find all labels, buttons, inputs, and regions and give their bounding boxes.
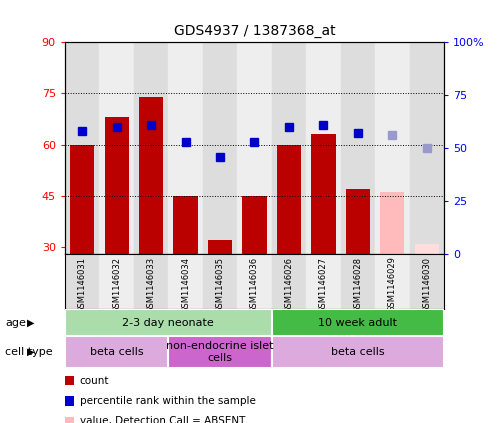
Bar <box>410 42 444 254</box>
Bar <box>341 254 375 309</box>
Text: 10 week adult: 10 week adult <box>318 318 397 327</box>
Bar <box>341 42 375 254</box>
Bar <box>99 254 134 309</box>
Text: cell type: cell type <box>5 347 52 357</box>
Text: GSM1146035: GSM1146035 <box>216 256 225 313</box>
Bar <box>306 42 341 254</box>
Text: value, Detection Call = ABSENT: value, Detection Call = ABSENT <box>80 416 245 423</box>
Bar <box>168 42 203 254</box>
Text: GSM1146027: GSM1146027 <box>319 256 328 313</box>
Text: GSM1146036: GSM1146036 <box>250 256 259 313</box>
Text: beta cells: beta cells <box>90 347 143 357</box>
Bar <box>99 42 134 254</box>
Bar <box>272 336 444 368</box>
Text: non-endocrine islet
cells: non-endocrine islet cells <box>166 341 274 363</box>
Text: age: age <box>5 318 26 327</box>
Text: GSM1146033: GSM1146033 <box>147 256 156 313</box>
Bar <box>415 244 439 254</box>
Bar <box>243 196 266 254</box>
Bar <box>174 196 198 254</box>
Bar <box>375 254 410 309</box>
Bar <box>306 254 341 309</box>
Text: percentile rank within the sample: percentile rank within the sample <box>80 396 255 406</box>
Text: GSM1146028: GSM1146028 <box>353 256 362 313</box>
Bar <box>65 336 168 368</box>
Bar <box>168 254 203 309</box>
Bar <box>237 42 272 254</box>
Title: GDS4937 / 1387368_at: GDS4937 / 1387368_at <box>174 25 335 38</box>
Bar <box>208 240 232 254</box>
Text: count: count <box>80 376 109 386</box>
Text: GSM1146026: GSM1146026 <box>284 256 293 313</box>
Text: GSM1146034: GSM1146034 <box>181 256 190 313</box>
Text: 2-3 day neonate: 2-3 day neonate <box>122 318 214 327</box>
Bar <box>134 42 168 254</box>
Bar <box>65 254 99 309</box>
Bar <box>375 42 410 254</box>
Bar <box>272 309 444 336</box>
Bar <box>134 254 168 309</box>
Bar <box>203 42 237 254</box>
Text: ▶: ▶ <box>27 318 35 327</box>
Bar <box>65 309 272 336</box>
Bar <box>277 145 301 254</box>
Text: GSM1146031: GSM1146031 <box>78 256 87 313</box>
Bar <box>104 117 129 254</box>
Bar <box>70 145 94 254</box>
Bar <box>380 192 405 254</box>
Text: GSM1146030: GSM1146030 <box>422 256 431 313</box>
Text: beta cells: beta cells <box>331 347 385 357</box>
Bar <box>272 42 306 254</box>
Bar <box>237 254 272 309</box>
Bar <box>203 254 237 309</box>
Bar <box>168 336 272 368</box>
Bar <box>272 254 306 309</box>
Bar <box>65 42 99 254</box>
Bar <box>346 189 370 254</box>
Text: GSM1146029: GSM1146029 <box>388 256 397 313</box>
Bar <box>410 254 444 309</box>
Text: GSM1146032: GSM1146032 <box>112 256 121 313</box>
Bar <box>139 97 163 254</box>
Text: ▶: ▶ <box>27 347 35 357</box>
Bar <box>311 135 335 254</box>
